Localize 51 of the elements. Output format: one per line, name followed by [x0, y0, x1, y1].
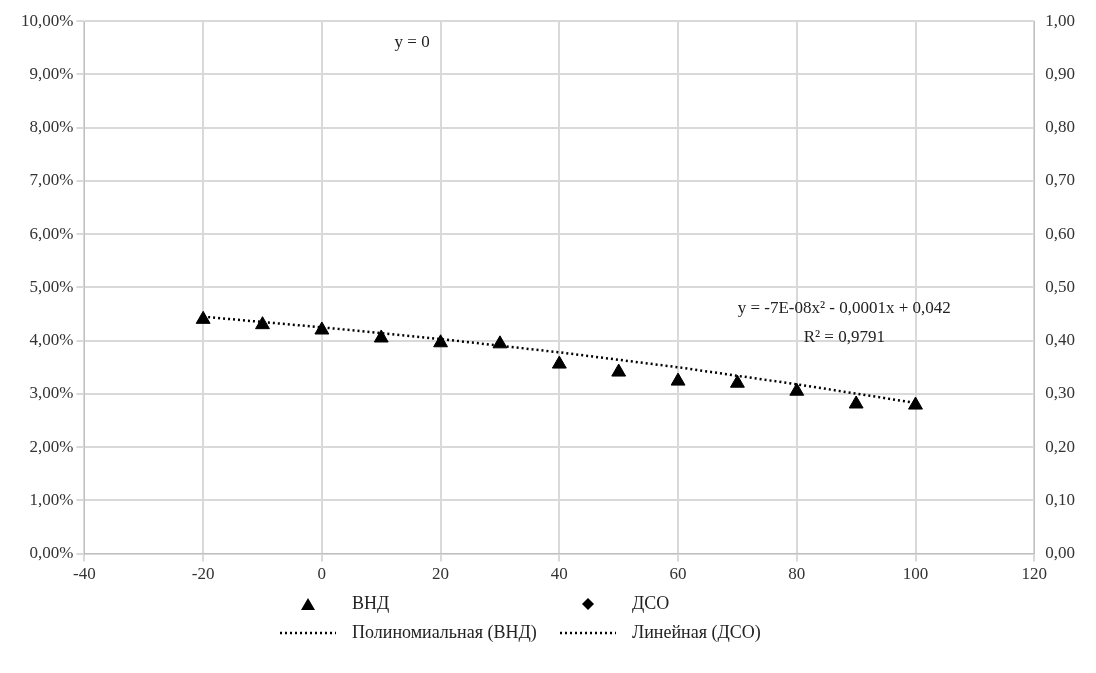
y2-tick-label: 0,90	[1045, 63, 1075, 83]
x-tick-label: 60	[669, 564, 687, 584]
point	[789, 382, 805, 396]
y-tick-label: 1,00%	[29, 489, 74, 509]
point	[551, 355, 567, 369]
x-tick-label: 100	[902, 564, 929, 584]
annotation: y = 0	[394, 31, 430, 51]
y2-tick-label: 0,10	[1045, 489, 1075, 509]
legend-label: Полиномиальная (ВНД)	[352, 622, 537, 643]
x-tick-label: 40	[550, 564, 568, 584]
annotation: y = -7E-08x² - 0,0001x + 0,042	[737, 298, 951, 318]
y-tick-label: 4,00%	[29, 330, 74, 350]
y-tick-label: 7,00%	[29, 170, 74, 190]
legend-label: Линейная (ДСО)	[632, 622, 761, 643]
point	[255, 316, 270, 330]
y2-tick-label: 0,70	[1045, 170, 1075, 190]
y2-tick-label: 0,50	[1045, 276, 1075, 296]
y-tick-label: 3,00%	[29, 383, 74, 403]
point	[314, 321, 330, 335]
point	[611, 363, 627, 377]
y-tick-label: 9,00%	[29, 63, 74, 83]
y-tick-label: 2,00%	[29, 436, 74, 456]
point	[373, 329, 389, 343]
y-tick-label: 5,00%	[29, 276, 74, 296]
y2-tick-label: 0,30	[1045, 383, 1075, 403]
y-tick-label: 6,00%	[29, 223, 74, 243]
x-tick-label: 0	[317, 564, 327, 584]
y2-tick-label: 0,40	[1045, 330, 1075, 350]
point	[730, 374, 745, 388]
point	[195, 310, 211, 324]
point	[433, 334, 449, 348]
y2-tick-label: 0,60	[1045, 223, 1075, 243]
y2-tick-label: 0,00	[1045, 543, 1075, 563]
x-tick-label: 20	[432, 564, 450, 584]
x-tick-label: 80	[788, 564, 806, 584]
x-tick-label: -20	[191, 564, 215, 584]
point	[908, 396, 923, 410]
y2-tick-label: 1,00	[1045, 10, 1075, 30]
point	[670, 372, 686, 386]
y-tick-label: 10,00%	[20, 10, 74, 30]
annotation: R² = 0,9791	[803, 327, 885, 347]
point	[492, 335, 508, 349]
y-tick-label: 0,00%	[29, 543, 74, 563]
y2-tick-label: 0,80	[1045, 117, 1075, 137]
point	[848, 395, 864, 409]
legend-label: ДСО	[632, 593, 670, 614]
y2-tick-label: 0,20	[1045, 436, 1075, 456]
legend-label: ВНД	[352, 593, 390, 614]
x-tick-label: -40	[73, 564, 96, 584]
y-tick-label: 8,00%	[29, 117, 74, 137]
x-tick-label: 120	[1021, 564, 1047, 584]
